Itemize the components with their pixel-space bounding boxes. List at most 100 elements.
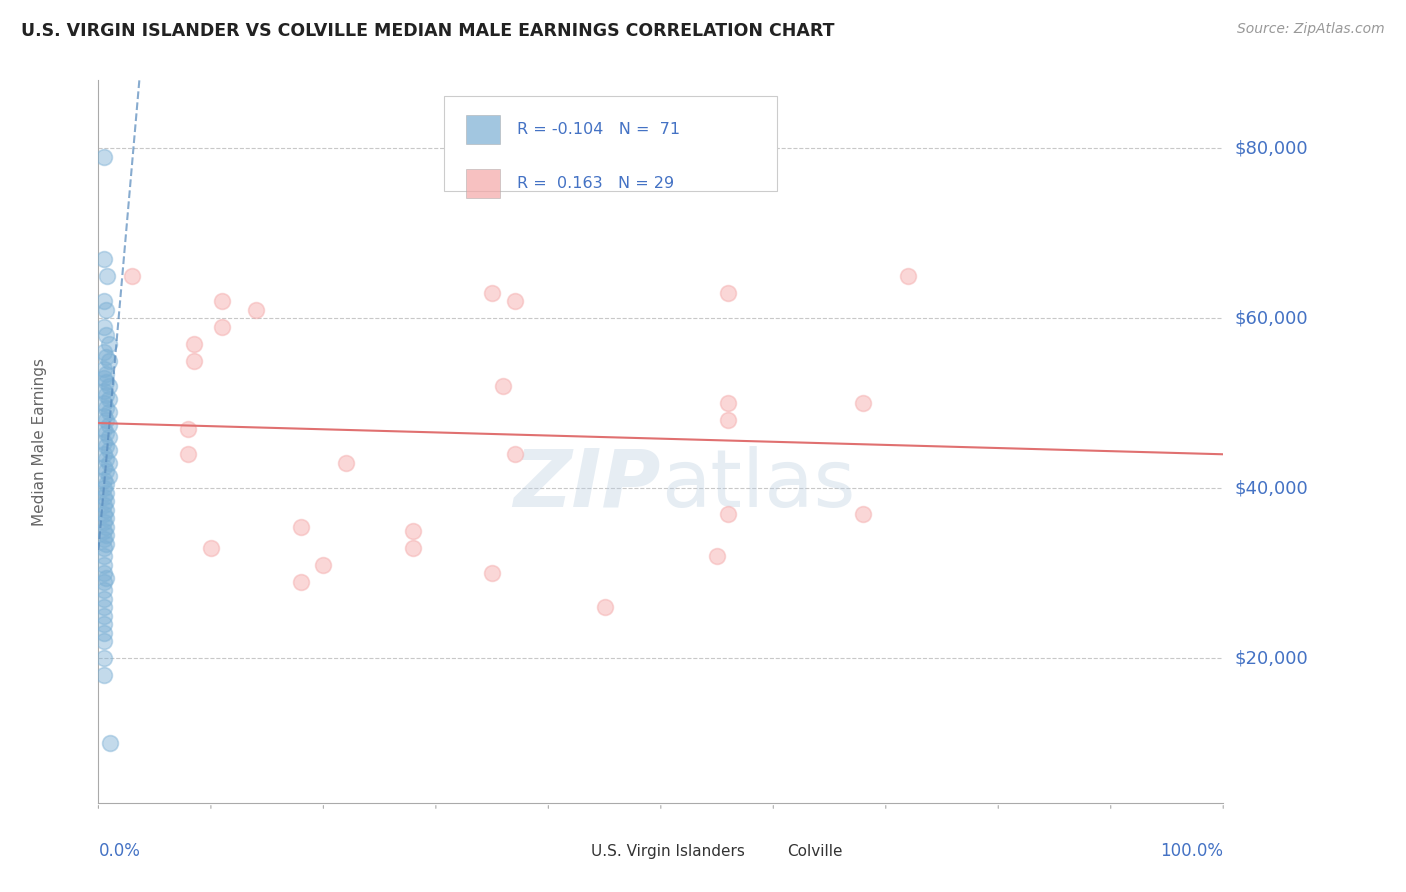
Text: U.S. Virgin Islanders: U.S. Virgin Islanders (591, 845, 745, 859)
Point (96, 268, 118, 283)
Point (492, 379, 515, 393)
Point (717, 396, 740, 410)
Point (96, 494, 118, 508)
FancyBboxPatch shape (444, 96, 776, 191)
Point (481, 285, 503, 300)
Point (96, 477, 118, 491)
Point (93, 252, 115, 266)
Point (97, 405, 120, 419)
Point (93, 600, 115, 615)
Point (290, 519, 312, 533)
Point (481, 566, 503, 581)
Text: R = -0.104   N =  71: R = -0.104 N = 71 (517, 122, 681, 136)
Point (93, 591, 115, 606)
Point (200, 541, 222, 555)
Point (98, 736, 121, 750)
Point (503, 294, 526, 309)
Point (96, 413, 118, 427)
Point (93, 362, 115, 376)
Point (93, 490, 115, 504)
Point (93, 371, 115, 385)
Point (183, 353, 205, 368)
Point (177, 422, 200, 436)
Point (93, 549, 115, 564)
Point (503, 447, 526, 461)
Point (93, 409, 115, 423)
Point (93, 566, 115, 581)
Point (96, 302, 118, 317)
Point (402, 524, 425, 538)
Point (93, 558, 115, 572)
Point (335, 456, 357, 470)
Point (593, 600, 616, 615)
Point (93, 150, 115, 164)
FancyBboxPatch shape (548, 841, 582, 863)
Point (121, 268, 143, 283)
Point (897, 268, 920, 283)
Point (717, 413, 740, 427)
Point (93, 608, 115, 623)
Point (93, 617, 115, 632)
Text: Colville: Colville (787, 845, 842, 859)
Point (97, 353, 120, 368)
Point (93, 625, 115, 640)
Point (96, 511, 118, 525)
Point (93, 541, 115, 555)
Point (97, 456, 120, 470)
Point (93, 396, 115, 410)
Point (93, 507, 115, 521)
Point (93, 434, 115, 449)
Point (96, 350, 118, 364)
Point (93, 516, 115, 530)
Point (93, 533, 115, 547)
Point (93, 294, 115, 309)
Point (211, 294, 233, 309)
Point (97, 430, 120, 444)
Point (97, 468, 120, 483)
Point (96, 528, 118, 542)
Point (96, 519, 118, 533)
Point (852, 396, 875, 410)
Point (93, 498, 115, 512)
Point (96, 536, 118, 550)
Point (93, 651, 115, 665)
Point (93, 422, 115, 436)
Point (93, 574, 115, 589)
Text: 0.0%: 0.0% (98, 842, 141, 860)
Text: ZIP: ZIP (513, 446, 661, 524)
Point (93, 447, 115, 461)
Point (852, 507, 875, 521)
Point (96, 570, 118, 584)
Point (96, 425, 118, 440)
Point (312, 558, 335, 572)
Point (245, 302, 267, 317)
Text: $60,000: $60,000 (1234, 310, 1308, 327)
Point (717, 507, 740, 521)
Point (96, 401, 118, 415)
Point (96, 451, 118, 466)
Text: U.S. VIRGIN ISLANDER VS COLVILLE MEDIAN MALE EARNINGS CORRELATION CHART: U.S. VIRGIN ISLANDER VS COLVILLE MEDIAN … (21, 22, 835, 40)
Point (96, 485, 118, 500)
Point (93, 319, 115, 334)
Point (97, 336, 120, 351)
Point (211, 319, 233, 334)
Point (93, 460, 115, 475)
Text: atlas: atlas (661, 446, 855, 524)
Point (93, 524, 115, 538)
Point (93, 634, 115, 648)
Point (97, 392, 120, 406)
Point (93, 481, 115, 495)
Text: Median Male Earnings: Median Male Earnings (32, 358, 48, 525)
Point (96, 367, 118, 381)
Point (93, 583, 115, 598)
Point (93, 384, 115, 398)
Point (96, 388, 118, 402)
FancyBboxPatch shape (745, 841, 779, 863)
Text: $20,000: $20,000 (1234, 649, 1308, 667)
Point (290, 574, 312, 589)
Point (177, 447, 200, 461)
Point (93, 473, 115, 487)
Point (97, 417, 120, 432)
Point (96, 439, 118, 453)
Point (402, 541, 425, 555)
